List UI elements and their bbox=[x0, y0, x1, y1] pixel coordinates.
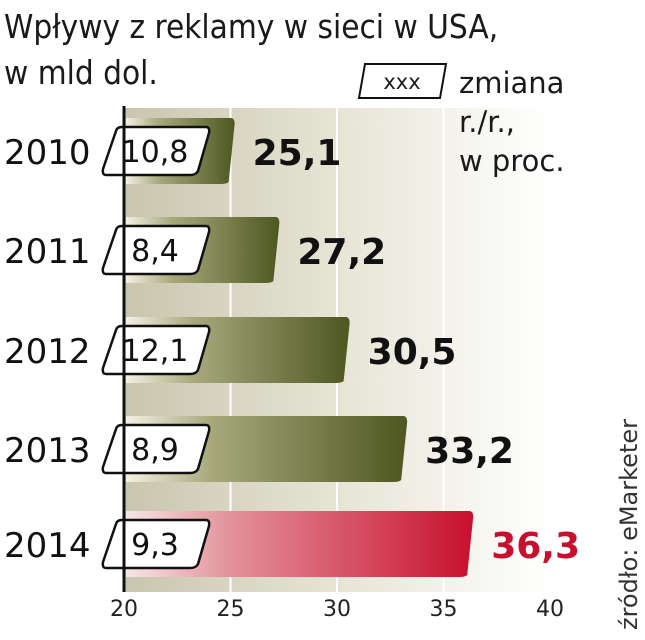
bar-group: 8,4 2011 27,2 bbox=[4, 217, 386, 283]
value-label: 33,2 bbox=[425, 431, 514, 472]
category-label: 2013 bbox=[4, 431, 91, 471]
bar-group: 9,3 2014 36,3 bbox=[4, 511, 580, 577]
legend-line2: r./r., bbox=[459, 105, 515, 139]
bar-group: 8,9 2013 33,2 bbox=[4, 416, 514, 482]
change-label-box bbox=[101, 518, 211, 570]
legend-line3: w proc. bbox=[459, 144, 565, 178]
chart-title-line1: Wpływy z reklamy w sieci w USA, bbox=[4, 7, 498, 46]
change-label: 9,3 bbox=[131, 528, 179, 563]
legend: xxx zmiana r./r., w proc. bbox=[357, 63, 565, 178]
bar-group: 10,8 2010 25,1 bbox=[4, 118, 341, 184]
value-label: 25,1 bbox=[253, 133, 342, 174]
chart-title-line2: w mld dol. bbox=[4, 53, 158, 92]
change-label: 10,8 bbox=[122, 135, 189, 170]
change-label-box bbox=[101, 224, 211, 276]
x-tick-label: 40 bbox=[536, 597, 564, 622]
source-note: źródło: eMarketer bbox=[615, 419, 643, 630]
legend-line1: zmiana bbox=[459, 66, 564, 100]
change-label: 12,1 bbox=[122, 334, 189, 369]
x-tick-label: 25 bbox=[217, 597, 245, 622]
change-label-box bbox=[101, 324, 211, 376]
legend-key-box bbox=[357, 63, 448, 99]
change-label: 8,9 bbox=[131, 433, 179, 468]
bar-group: 12,1 2012 30,5 bbox=[4, 317, 456, 383]
x-tick-label: 30 bbox=[323, 597, 351, 622]
category-label: 2011 bbox=[4, 232, 91, 272]
category-label: 2012 bbox=[4, 332, 91, 372]
change-label-box bbox=[101, 125, 211, 177]
value-label: 36,3 bbox=[491, 526, 580, 567]
category-label: 2014 bbox=[4, 526, 91, 566]
change-label-box bbox=[101, 423, 211, 475]
x-tick-label: 20 bbox=[110, 597, 138, 622]
value-label: 27,2 bbox=[297, 232, 386, 273]
bar bbox=[126, 511, 474, 577]
x-tick-labels: 20 25 30 35 40 bbox=[110, 597, 564, 622]
category-label: 2010 bbox=[4, 133, 91, 173]
bars: 10,8 2010 25,1 8,4 2011 27,2 12,1 2012 30,5 8,9 20… bbox=[4, 118, 580, 577]
change-label: 8,4 bbox=[131, 234, 179, 269]
legend-key-label: xxx bbox=[383, 70, 420, 94]
x-tick-label: 35 bbox=[430, 597, 458, 622]
value-label: 30,5 bbox=[368, 332, 457, 373]
